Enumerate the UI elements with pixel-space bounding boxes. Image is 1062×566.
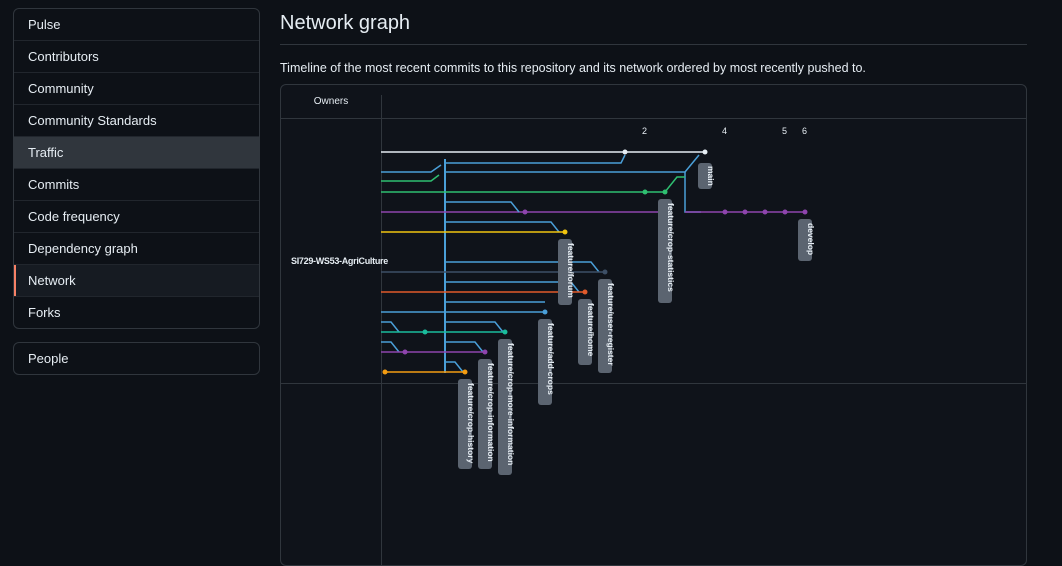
branch-line bbox=[381, 176, 685, 193]
commit-dot[interactable] bbox=[482, 349, 488, 355]
branch-label-text: main bbox=[706, 166, 716, 186]
people-menu: People bbox=[13, 342, 260, 375]
branch-line bbox=[445, 201, 520, 213]
branch-label-develop[interactable]: develop bbox=[798, 219, 816, 261]
owners-header-label: Owners bbox=[313, 96, 349, 107]
commit-dot[interactable] bbox=[562, 229, 568, 235]
commit-dot[interactable] bbox=[722, 209, 728, 215]
sidebar-item-community-standards[interactable]: Community Standards bbox=[14, 104, 259, 136]
page-title: Network graph bbox=[280, 12, 411, 34]
branch-line bbox=[381, 341, 400, 353]
branch-line bbox=[445, 361, 464, 373]
branch-line bbox=[381, 174, 440, 182]
branch-label-text: feature/crop-history bbox=[466, 383, 476, 464]
branch-line bbox=[445, 154, 626, 164]
branch-line bbox=[381, 321, 400, 333]
branch-line bbox=[381, 164, 442, 173]
sidebar-item-people[interactable]: People bbox=[28, 351, 69, 366]
branch-label-text: feature/home bbox=[586, 303, 596, 357]
owners-column-divider bbox=[381, 95, 382, 565]
tick-label: 4 bbox=[722, 126, 727, 136]
owner-row-separator bbox=[281, 383, 1026, 384]
commit-dot[interactable] bbox=[702, 149, 708, 155]
commit-dot[interactable] bbox=[622, 149, 628, 155]
sidebar-item-traffic[interactable]: Traffic bbox=[14, 136, 259, 168]
sidebar-item-forks[interactable]: Forks bbox=[14, 296, 259, 328]
sidebar-item-dependency-graph[interactable]: Dependency graph bbox=[14, 232, 259, 264]
tick-label: 5 bbox=[782, 126, 787, 136]
sidebar-item-network[interactable]: Network bbox=[14, 264, 259, 296]
sidebar-item-community[interactable]: Community bbox=[14, 72, 259, 104]
branch-label-text: develop bbox=[806, 223, 816, 255]
main-content: Network graph Timeline of the most recen… bbox=[280, 0, 1027, 566]
branch-label-text: feature/user-register bbox=[606, 283, 616, 366]
branch-line bbox=[445, 321, 504, 333]
timeline-header bbox=[381, 85, 1026, 119]
sidebar-item-commits[interactable]: Commits bbox=[14, 168, 259, 200]
branch-label-crop-statistics[interactable]: feature/crop-statistics bbox=[658, 199, 676, 303]
insights-menu: Pulse Contributors Community Community S… bbox=[13, 8, 260, 329]
branch-label-text: feature/add-crops bbox=[546, 323, 556, 395]
branch-line bbox=[445, 221, 560, 233]
network-graph-canvas[interactable]: 2 4 5 6 bbox=[281, 85, 1026, 559]
page-description: Timeline of the most recent commits to t… bbox=[280, 61, 866, 75]
branch-line bbox=[445, 261, 600, 273]
branch-label-crop-information[interactable]: feature/crop-information bbox=[478, 359, 496, 469]
branch-label-text: feature/crop-statistics bbox=[666, 203, 676, 292]
commit-dot[interactable] bbox=[582, 289, 588, 295]
tick-label: 6 bbox=[802, 126, 807, 136]
commit-dot[interactable] bbox=[802, 209, 808, 215]
branch-label-text: feature/forum bbox=[566, 243, 576, 298]
branch-label-text: feature/crop-information bbox=[486, 363, 496, 462]
commit-dot[interactable] bbox=[462, 369, 468, 375]
branch-label-text: feature/crop-more-information bbox=[506, 343, 516, 465]
branch-line bbox=[445, 341, 484, 353]
commit-dot[interactable] bbox=[642, 189, 648, 195]
sidebar-item-pulse[interactable]: Pulse bbox=[28, 17, 61, 32]
commit-dot[interactable] bbox=[422, 329, 428, 335]
commit-dot[interactable] bbox=[762, 209, 768, 215]
commit-dot[interactable] bbox=[782, 209, 788, 215]
branch-label-add-crops[interactable]: feature/add-crops bbox=[538, 319, 556, 405]
commit-dot[interactable] bbox=[742, 209, 748, 215]
commit-dot[interactable] bbox=[382, 369, 388, 375]
sidebar-item-contributors[interactable]: Contributors bbox=[14, 40, 259, 72]
commit-dot[interactable] bbox=[402, 349, 408, 355]
owner-label[interactable]: SI729-WS53-AgriCulture bbox=[291, 256, 388, 266]
commit-dot[interactable] bbox=[522, 209, 528, 215]
branch-label-crop-history[interactable]: feature/crop-history bbox=[458, 379, 476, 469]
branch-label-main[interactable]: main bbox=[698, 163, 716, 189]
network-graph[interactable]: Owners SI729-WS53-AgriCulture 2 4 5 6 bbox=[280, 84, 1027, 566]
branch-label-user-register[interactable]: feature/user-register bbox=[598, 279, 616, 373]
title-divider bbox=[280, 44, 1027, 45]
commit-dot[interactable] bbox=[542, 309, 548, 315]
commit-dot[interactable] bbox=[502, 329, 508, 335]
tick-label: 2 bbox=[642, 126, 647, 136]
branch-label-home[interactable]: feature/home bbox=[578, 299, 596, 365]
sidebar: Pulse Contributors Community Community S… bbox=[13, 8, 260, 375]
branch-label-forum[interactable]: feature/forum bbox=[558, 239, 576, 305]
sidebar-item-code-frequency[interactable]: Code frequency bbox=[14, 200, 259, 232]
commit-dot[interactable] bbox=[662, 189, 668, 195]
owners-header: Owners bbox=[281, 85, 381, 119]
commit-dot[interactable] bbox=[602, 269, 608, 275]
branch-label-crop-more-information[interactable]: feature/crop-more-information bbox=[498, 339, 516, 475]
